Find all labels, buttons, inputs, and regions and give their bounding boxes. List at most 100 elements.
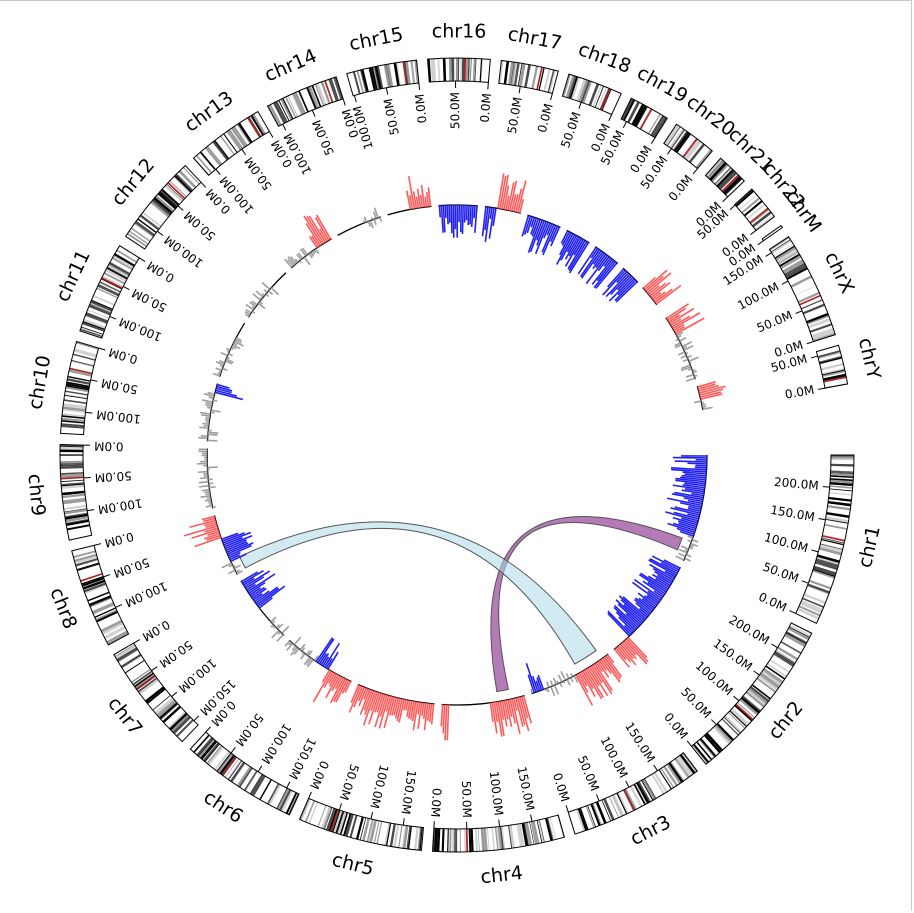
- chrX-cnv-bar: [674, 343, 682, 349]
- chr2-cnv-bar: [638, 573, 667, 593]
- chr1-band: [814, 561, 838, 570]
- chr18-cnv-bar: [541, 224, 555, 253]
- chr13-band: [237, 122, 253, 144]
- chr2-band: [775, 650, 796, 663]
- chr1-tick: [789, 610, 796, 614]
- chrX-band: [786, 267, 808, 280]
- chr13-tick: [268, 131, 274, 138]
- chr6-cnv-bar: [303, 656, 311, 666]
- chr1-cnv-bar: [682, 471, 707, 475]
- chr21-band: [716, 169, 735, 188]
- chr10-band: [65, 386, 89, 393]
- chr3-tick-label: 50.0M: [575, 754, 602, 794]
- chr7-cnv-bar: [249, 587, 261, 596]
- chrX-cnv-bar: [674, 325, 685, 333]
- chr10-band: [61, 423, 85, 427]
- chr11-band: [106, 267, 128, 280]
- chr2-band: [729, 710, 748, 727]
- chr4-tick-label: 0.0M: [428, 788, 444, 818]
- chr14-band: [287, 95, 298, 117]
- chr19-cnv-bar: [568, 240, 588, 272]
- chr2-band: [787, 627, 810, 641]
- chr5-band: [406, 825, 411, 849]
- chrX-band: [809, 323, 833, 333]
- chr2-cnv-bar: [622, 640, 637, 656]
- chr8-band: [91, 602, 114, 612]
- chr4-cnv-bar: [517, 697, 526, 726]
- chr14-band: [280, 98, 293, 121]
- chr1-cnv-bar: [689, 546, 693, 550]
- chr6-tick-label: 100.0M: [258, 721, 294, 766]
- chr1-tick-label: 200.0M: [774, 475, 820, 493]
- chr2-cnv-bar: [623, 624, 633, 634]
- chr2-cnv-bar: [654, 570, 673, 583]
- chr15-cnv-bar: [416, 188, 422, 208]
- chr4-tick-label: 150.0M: [514, 765, 537, 812]
- chr4-cnv-bar: [491, 702, 498, 734]
- chr1-cnv-bar: [667, 522, 695, 534]
- chr1-cnv-bar: [690, 542, 698, 547]
- chr20-centromere: [682, 138, 698, 158]
- chr10-band: [63, 403, 87, 409]
- chr4-band: [483, 827, 488, 852]
- chr9-cnv-bar: [199, 484, 209, 488]
- chrX-cnv-bar: [675, 338, 679, 342]
- chr17-track-axis: [484, 205, 521, 214]
- chr8-cnv-bar: [203, 517, 216, 523]
- chr2-cnv-bar: [637, 592, 657, 608]
- ideogram-chrX: [768, 236, 836, 343]
- chr21-band: [715, 167, 733, 186]
- chr1-cnv-bar: [691, 539, 699, 543]
- chr13-band: [206, 145, 223, 165]
- chr19-track-axis: [566, 229, 590, 244]
- chr2-cnv-bar: [618, 616, 635, 633]
- chr19-cnv-bar: [564, 237, 583, 267]
- chr1-tick: [818, 518, 826, 521]
- chrY-ideogram-outline: [815, 344, 849, 389]
- chr3-cnv-bar: [597, 661, 610, 678]
- chr10-band: [65, 385, 89, 391]
- chr15-cnv-bar: [409, 195, 414, 210]
- chr20-band: [685, 140, 702, 161]
- chr10-band: [61, 415, 85, 420]
- chr16-track-axis: [438, 204, 479, 207]
- chr18-cnv-bar: [546, 223, 553, 236]
- chr2-cnv-bar: [655, 577, 670, 588]
- chr2-band: [730, 708, 749, 727]
- chr6-cnv-bar: [290, 646, 298, 656]
- chr5-cnv-bar: [362, 691, 377, 726]
- chr22-band: [735, 189, 755, 207]
- chr3-cnv-bar: [588, 666, 609, 697]
- chr13-cnv-bar: [308, 215, 327, 243]
- chrX-cnv-bar: [692, 370, 698, 374]
- chr12-tick: [156, 230, 164, 236]
- chr4-band: [518, 823, 525, 847]
- chr6-cnv-bar: [323, 642, 341, 668]
- chr14-band: [306, 87, 317, 110]
- ideogram-chr5: [298, 797, 425, 851]
- chr13-cnv-bar: [305, 223, 322, 246]
- chr2-band: [740, 696, 760, 714]
- chrX-cnv-bar: [676, 331, 684, 337]
- chr18-band: [562, 74, 571, 97]
- chr17-cnv-bar: [484, 206, 489, 231]
- chr10-tick-label: 0.0M: [107, 345, 139, 367]
- chr16-band: [461, 58, 465, 82]
- chr8-cnv-bar: [233, 564, 241, 570]
- chr16-cnv-bar: [467, 205, 470, 226]
- chr12-cnv-bar: [261, 292, 266, 297]
- chr21-track-axis: [622, 267, 639, 283]
- chr1-band: [814, 565, 837, 574]
- chr8-cnv-bar: [206, 534, 221, 541]
- chrX-cnv-bar: [694, 374, 698, 378]
- chr5-band: [333, 810, 343, 833]
- chr17-cnv-bar: [501, 174, 510, 210]
- chr7-band: [154, 697, 174, 714]
- chr2-cnv-bar: [613, 604, 639, 629]
- chr10-band: [66, 381, 90, 388]
- chr10-cnv-bar: [198, 436, 208, 440]
- chr14-band: [328, 78, 338, 102]
- chr1-band: [820, 544, 843, 551]
- chr14-band: [291, 93, 302, 116]
- chr17-cnv-bar: [488, 207, 495, 239]
